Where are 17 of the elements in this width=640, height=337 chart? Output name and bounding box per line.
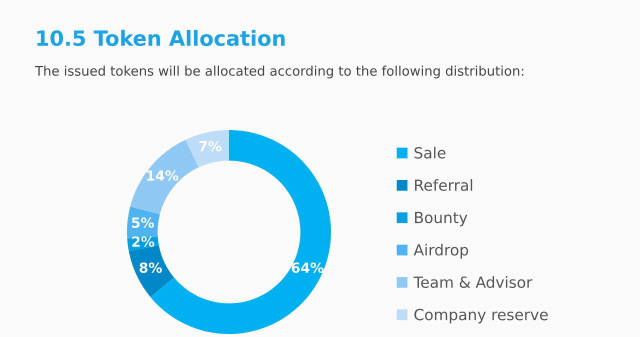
data-label: 14% xyxy=(147,170,178,181)
legend-label: Referral xyxy=(415,179,472,191)
donut-slice xyxy=(130,140,199,214)
donut-slice xyxy=(128,245,174,298)
legend-label: Sale xyxy=(414,146,446,159)
chart-title: 10.5 Token Allocation xyxy=(37,30,285,46)
data-label: 5% xyxy=(132,217,154,228)
chart-subtitle: The issued tokens will be allocated according to the following distribution: xyxy=(34,66,524,78)
data-label: 7% xyxy=(199,140,222,152)
legend-label: Team & Advisor xyxy=(414,276,532,288)
legend-label: Bounty xyxy=(415,212,468,226)
legend-label: Company reserve xyxy=(414,308,548,324)
donut-slice xyxy=(186,130,229,168)
data-label: 64% xyxy=(292,262,324,273)
data-label: 8% xyxy=(140,262,162,273)
legend-label: Airdrop xyxy=(414,244,468,259)
data-label: 2% xyxy=(132,236,154,247)
